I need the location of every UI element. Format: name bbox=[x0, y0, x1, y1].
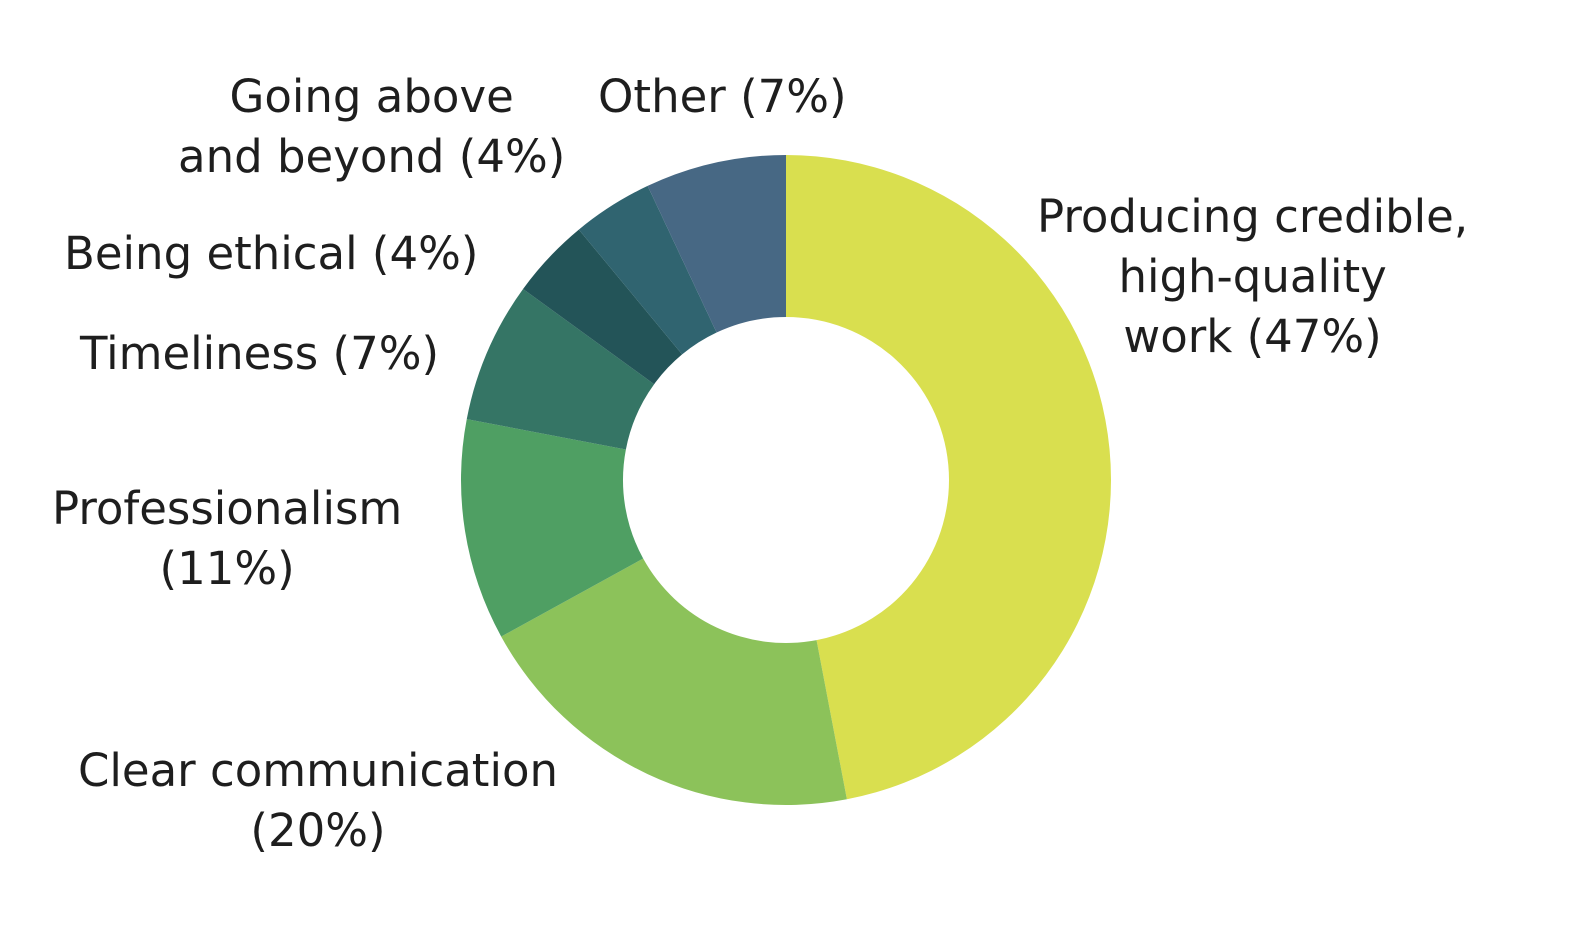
slice-label-clear-communication: Clear communication (20%) bbox=[78, 741, 558, 861]
donut-slices bbox=[461, 155, 1112, 805]
slice-label-other: Other (7%) bbox=[598, 67, 847, 127]
slice-label-line: Going above bbox=[229, 70, 514, 123]
donut-slice-professionalism bbox=[461, 419, 644, 637]
slice-label-line: Being ethical (4%) bbox=[64, 227, 479, 280]
slice-label-timeliness: Timeliness (7%) bbox=[80, 324, 439, 384]
slice-label-going-above-and-beyond: Going above and beyond (4%) bbox=[178, 67, 565, 187]
slice-label-line: work (47%) bbox=[1123, 310, 1382, 363]
slice-label-line: Timeliness (7%) bbox=[80, 327, 440, 380]
slice-label-professionalism: Professionalism (11%) bbox=[52, 479, 402, 599]
slice-label-line: (20%) bbox=[250, 804, 386, 857]
slice-label-producing-credible-work: Producing credible, high-quality work (4… bbox=[1037, 187, 1468, 367]
slice-label-line: Clear communication bbox=[78, 744, 558, 797]
slice-label-line: and beyond (4%) bbox=[178, 130, 566, 183]
slice-label-line: Producing credible, bbox=[1037, 190, 1469, 243]
slice-label-line: (11%) bbox=[159, 542, 295, 595]
donut-slice-other bbox=[647, 155, 786, 333]
slice-label-line: Other (7%) bbox=[598, 70, 847, 123]
donut-slice-clear-communication bbox=[501, 558, 847, 805]
donut-slice-timeliness bbox=[466, 288, 655, 450]
donut-slice-producing-credible-work bbox=[786, 155, 1112, 800]
slice-label-being-ethical: Being ethical (4%) bbox=[64, 224, 478, 284]
donut-slice-going-above-and-beyond bbox=[578, 185, 717, 355]
slice-label-line: high-quality bbox=[1118, 250, 1387, 303]
donut-slice-being-ethical bbox=[523, 229, 683, 385]
slice-label-line: Professionalism bbox=[52, 482, 403, 535]
